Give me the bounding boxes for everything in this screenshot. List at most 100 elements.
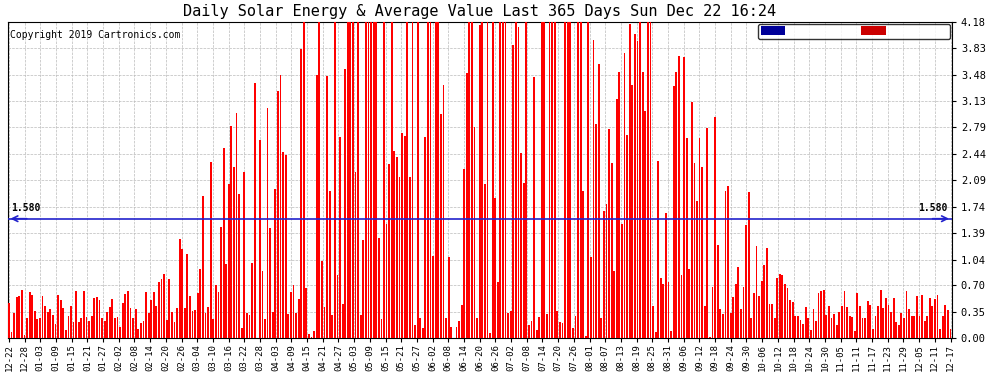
Bar [287,314,289,338]
Bar [513,45,514,338]
Bar [269,228,271,338]
Bar [158,282,159,338]
Bar [937,295,939,338]
Bar [546,314,547,338]
Bar [409,177,411,338]
Bar [352,22,353,338]
Bar [598,64,600,338]
Bar [859,306,861,338]
Bar [484,184,486,338]
Bar [420,318,421,338]
Bar [585,336,587,338]
Bar [479,25,480,338]
Bar [181,249,183,338]
Bar [717,246,719,338]
Bar [8,303,10,338]
Bar [80,318,82,338]
Bar [784,284,786,338]
Bar [730,313,732,338]
Bar [171,312,173,338]
Bar [781,276,783,338]
Bar [720,309,721,338]
Bar [450,327,452,338]
Bar [614,271,615,338]
Bar [425,137,427,338]
Bar [673,86,674,338]
Bar [518,27,520,338]
Bar [893,298,895,338]
Bar [251,262,253,338]
Bar [316,75,318,338]
Bar [667,282,669,338]
Bar [813,309,815,338]
Bar [771,304,773,338]
Bar [349,22,351,338]
Bar [282,152,284,338]
Bar [205,313,206,338]
Bar [396,158,398,338]
Bar [117,317,119,338]
Bar [16,297,18,338]
Bar [924,321,926,338]
Bar [386,224,387,338]
Bar [637,42,639,338]
Bar [574,315,576,338]
Bar [393,151,395,338]
Bar [362,240,364,338]
Bar [417,22,419,338]
Bar [544,22,545,338]
Bar [694,163,695,338]
Bar [359,315,361,338]
Bar [590,257,592,338]
Bar [342,304,344,338]
Bar [497,282,499,338]
Bar [885,297,887,338]
Bar [841,306,842,338]
Bar [789,300,791,338]
Bar [430,22,432,338]
Bar [83,291,85,338]
Bar [455,327,457,338]
Bar [595,124,597,338]
Bar [722,314,724,338]
Bar [173,322,175,338]
Bar [848,316,850,338]
Bar [458,321,460,338]
Bar [880,291,881,338]
Bar [616,99,618,338]
Bar [678,56,680,338]
Bar [867,301,868,338]
Bar [652,306,654,338]
Bar [539,316,541,338]
Bar [52,315,53,338]
Bar [704,306,706,338]
Bar [332,315,334,338]
Bar [67,316,69,338]
Bar [176,308,178,338]
Bar [223,148,225,338]
Bar [404,136,406,338]
Bar [580,22,581,338]
Bar [624,53,626,338]
Bar [528,325,530,338]
Bar [473,128,475,338]
Bar [854,332,855,338]
Bar [753,293,754,338]
Bar [691,102,693,338]
Bar [160,279,162,338]
Bar [797,315,799,338]
Bar [507,313,509,338]
Bar [502,22,504,338]
Bar [435,22,437,338]
Bar [375,22,377,338]
Bar [548,22,550,338]
Bar [138,328,140,338]
Bar [929,298,931,338]
Bar [481,22,483,338]
Bar [11,332,13,338]
Bar [189,296,191,338]
Bar [911,316,913,338]
Bar [675,72,677,338]
Bar [869,305,871,338]
Bar [264,320,266,338]
